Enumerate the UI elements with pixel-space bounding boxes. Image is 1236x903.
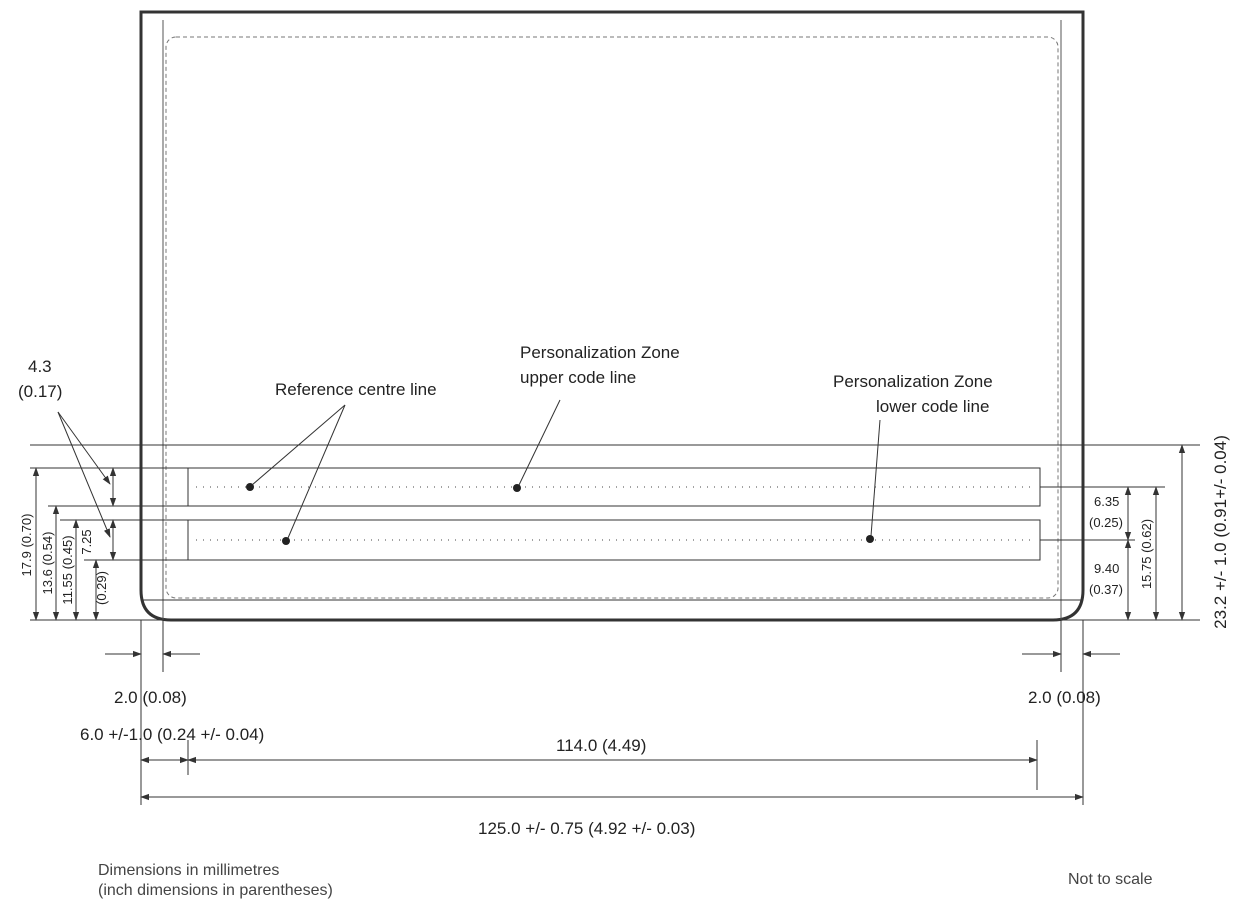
dim-2-0-right: 2.0 (0.08) — [1028, 688, 1101, 707]
upper-code-band — [187, 467, 1041, 507]
dim-6-35-mm: 6.35 — [1094, 494, 1119, 509]
note-units-line1: Dimensions in millimetres — [98, 862, 279, 879]
leader-ref-2 — [287, 404, 346, 539]
dim-15-75: 15.75 (0.62) — [1139, 519, 1154, 589]
dim-114: 114.0 (4.49) — [556, 736, 646, 755]
dim-6-35-in: (0.25) — [1089, 515, 1123, 530]
dim-125: 125.0 +/- 0.75 (4.92 +/- 0.03) — [478, 819, 695, 838]
dim-9-40-mm: 9.40 — [1094, 561, 1119, 576]
document-outline — [139, 10, 1085, 622]
label-lower-zone-line2: lower code line — [876, 397, 989, 416]
lower-code-band — [187, 519, 1041, 561]
dim-4-3-mm: 4.3 — [28, 357, 52, 376]
leader-lower-zone — [870, 419, 881, 537]
leader-4-3-b — [57, 411, 111, 538]
dim-23-2: 23.2 +/- 1.0 (0.91+/- 0.04) — [1211, 435, 1230, 629]
leader-ref-1 — [251, 404, 346, 486]
ref-dot-lower-left — [282, 537, 290, 545]
ref-dot-lower-right — [866, 535, 874, 543]
label-upper-zone-line1: Personalization Zone — [520, 343, 680, 362]
dim-4-3-in: (0.17) — [18, 382, 62, 401]
dim-9-40-in: (0.37) — [1089, 582, 1123, 597]
dim-11-55: 11.55 (0.45) — [60, 535, 75, 604]
dim-17-9: 17.9 (0.70) — [19, 514, 34, 577]
label-reference-centre-line: Reference centre line — [275, 380, 437, 399]
label-upper-zone-line2: upper code line — [520, 368, 636, 387]
note-not-to-scale: Not to scale — [1068, 871, 1153, 888]
note-units-line2: (inch dimensions in parentheses) — [98, 882, 333, 899]
dim-7-25-mm: 7.25 — [79, 529, 94, 554]
label-lower-zone-line1: Personalization Zone — [833, 372, 993, 391]
inner-dashed-boundary — [165, 36, 1059, 599]
dim-13-6: 13.6 (0.54) — [40, 532, 55, 595]
dim-7-25-in: (0.29) — [94, 571, 109, 605]
leader-upper-zone — [518, 399, 561, 486]
leader-4-3-a — [57, 411, 111, 485]
dim-2-0-left: 2.0 (0.08) — [114, 688, 187, 707]
dim-6-0: 6.0 +/-1.0 (0.24 +/- 0.04) — [80, 725, 264, 744]
ref-dot-upper-mid — [513, 484, 521, 492]
